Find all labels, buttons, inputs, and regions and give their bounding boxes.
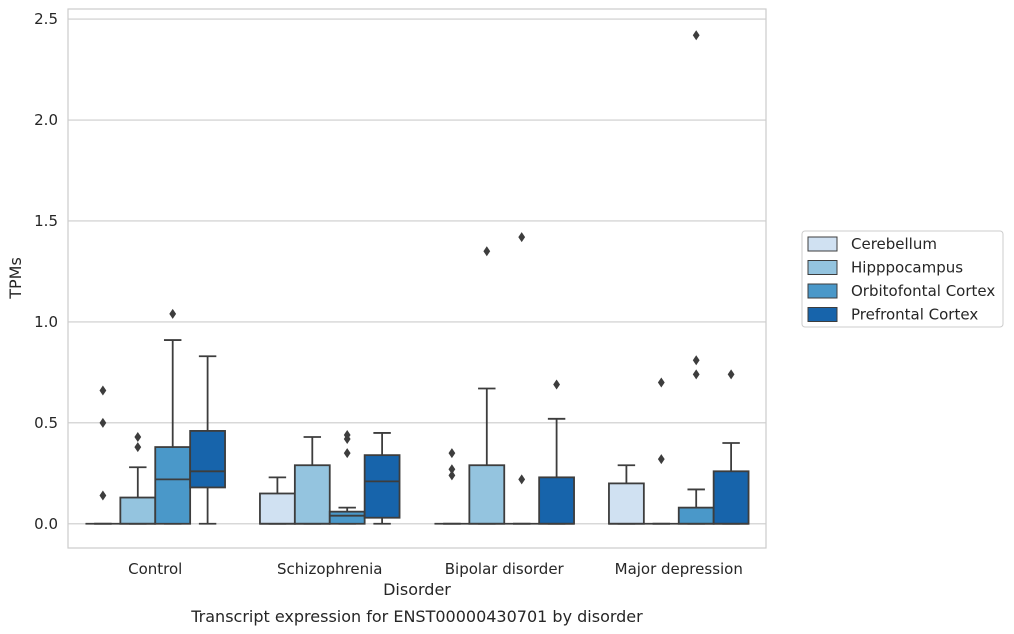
- box-body: [468, 464, 506, 525]
- box-body: [189, 430, 226, 489]
- y-tick-label: 0.5: [34, 414, 58, 432]
- outlier-point: [99, 417, 107, 428]
- outlier-point: [692, 30, 700, 41]
- outlier-point: [448, 470, 456, 481]
- box-body: [608, 482, 645, 525]
- box-schizophrenia: [328, 429, 366, 525]
- series-hipppocampus: [119, 246, 679, 525]
- outlier-point: [657, 377, 665, 388]
- outlier-point: [343, 429, 351, 440]
- legend-item-hipppocampus: Hipppocampus: [807, 259, 963, 277]
- outlier-point: [692, 369, 700, 380]
- box-body: [677, 506, 715, 525]
- x-axis-label: Disorder: [383, 580, 451, 599]
- box-body: [259, 492, 296, 525]
- box-control: [154, 308, 192, 525]
- outlier-point: [343, 448, 351, 459]
- series-prefrontal-cortex: [189, 355, 750, 525]
- legend-swatch: [807, 260, 838, 275]
- outlier-point: [99, 385, 107, 396]
- box-schizophrenia: [363, 432, 401, 525]
- outlier-point: [448, 464, 456, 475]
- legend: Cerebellum Hipppocampus Orbitofontal Corte…: [801, 230, 1004, 328]
- legend-swatch: [807, 283, 838, 299]
- y-tick-labels: 0.0 0.5 1.0 1.5 2.0 2.5: [34, 10, 58, 533]
- box-bipolar-disorder: [538, 379, 575, 525]
- legend-frame: [801, 230, 1004, 328]
- box-major-depression: [712, 369, 750, 525]
- box-major-depression: [643, 377, 679, 525]
- outlier-point: [99, 490, 107, 501]
- legend-label: Hipppocampus: [851, 259, 963, 277]
- outlier-point: [134, 442, 142, 453]
- y-tick-label: 2.5: [34, 10, 58, 28]
- box-body: [154, 446, 192, 525]
- box-control: [189, 355, 226, 525]
- outlier-point: [483, 246, 491, 257]
- outlier-point: [169, 308, 177, 319]
- legend-items: Cerebellum Hipppocampus Orbitofontal Corte…: [807, 235, 995, 324]
- legend-label: Prefrontal Cortex: [851, 306, 978, 324]
- box-bipolar-disorder: [504, 232, 540, 525]
- outlier-point: [134, 431, 142, 442]
- box-schizophrenia: [259, 476, 296, 525]
- y-tick-label: 0.0: [34, 515, 58, 533]
- box-bipolar-disorder: [468, 246, 506, 525]
- x-tick-labels: Control Schizophrenia Bipolar disorder Majo…: [128, 560, 743, 578]
- y-tick-label: 2.0: [34, 111, 58, 129]
- box-body: [119, 496, 157, 525]
- legend-label: Orbitofontal Cortex: [851, 282, 995, 300]
- legend-swatch: [807, 307, 838, 322]
- box-body: [328, 510, 366, 525]
- box-control: [85, 385, 121, 525]
- box-body: [712, 470, 750, 525]
- series-orbitofontal-cortex: [154, 30, 715, 525]
- outlier-point: [657, 454, 665, 465]
- box-body: [538, 476, 575, 525]
- box-series: [85, 30, 750, 525]
- box-schizophrenia: [293, 436, 331, 525]
- legend-item-orbitofontal-cortex: Orbitofontal Cortex: [807, 282, 995, 300]
- outlier-point: [518, 474, 526, 485]
- outlier-point: [692, 355, 700, 366]
- figure-caption: Transcript expression for ENST0000043070…: [190, 607, 643, 626]
- box-major-depression: [608, 464, 645, 525]
- x-tick-label: Schizophrenia: [277, 560, 382, 578]
- y-tick-label: 1.5: [34, 212, 58, 230]
- x-tick-label: Bipolar disorder: [445, 560, 565, 578]
- outlier-point: [518, 232, 526, 243]
- x-tick-label: Major depression: [615, 560, 743, 578]
- legend-label: Cerebellum: [851, 235, 937, 253]
- x-tick-label: Control: [128, 560, 182, 578]
- box-body: [363, 454, 401, 519]
- box-body: [293, 464, 331, 525]
- outlier-point: [448, 448, 456, 459]
- plot-area-frame: [67, 8, 767, 549]
- outlier-point: [553, 379, 560, 390]
- series-cerebellum: [85, 385, 645, 525]
- box-control: [119, 431, 157, 525]
- legend-item-prefrontal-cortex: Prefrontal Cortex: [807, 306, 978, 324]
- y-axis-label: TPMs: [6, 257, 25, 300]
- outlier-point: [727, 369, 735, 380]
- box-major-depression: [677, 30, 715, 525]
- legend-item-cerebellum: Cerebellum: [807, 235, 937, 253]
- legend-swatch: [807, 236, 838, 252]
- y-tick-label: 1.0: [34, 313, 58, 331]
- box-bipolar-disorder: [434, 448, 470, 525]
